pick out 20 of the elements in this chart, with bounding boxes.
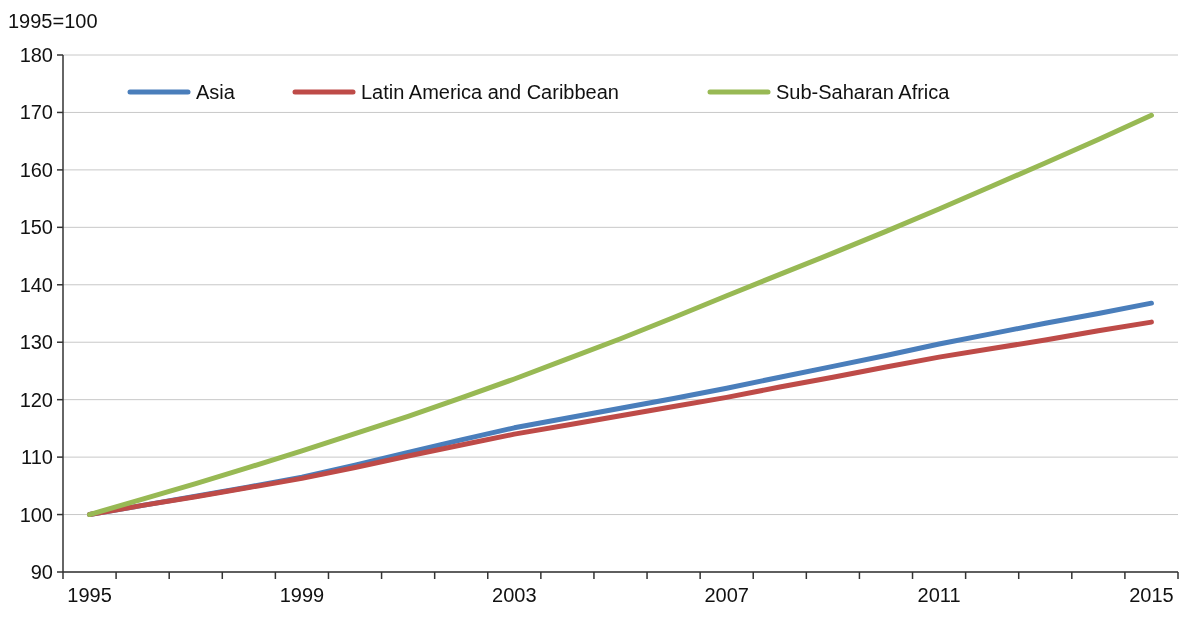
y-tick-label: 140 xyxy=(19,273,53,296)
legend-label: Asia xyxy=(196,81,236,103)
y-tick-label: 150 xyxy=(19,216,53,239)
legend-label: Latin America and Caribbean xyxy=(361,81,619,103)
y-tick-label: 180 xyxy=(19,44,53,66)
y-tick-label: 110 xyxy=(21,446,53,469)
y-tick-label: 100 xyxy=(19,503,53,526)
y-tick-label: 120 xyxy=(19,388,53,411)
y-tick-label: 90 xyxy=(30,561,53,583)
x-tick-label: 2003 xyxy=(492,584,537,606)
x-tick-label: 2007 xyxy=(704,584,749,606)
x-tick-label: 1999 xyxy=(279,584,325,606)
x-tick-label: 2011 xyxy=(917,584,961,606)
y-tick-label: 130 xyxy=(19,331,53,354)
y-tick-label: 160 xyxy=(19,158,53,181)
x-tick-label: 1995 xyxy=(67,584,112,606)
y-tick-label: 170 xyxy=(19,101,53,124)
y-axis-title: 1995=100 xyxy=(8,10,98,32)
legend-label: Sub-Saharan Africa xyxy=(776,81,951,103)
x-tick-label: 2015 xyxy=(1129,584,1174,606)
